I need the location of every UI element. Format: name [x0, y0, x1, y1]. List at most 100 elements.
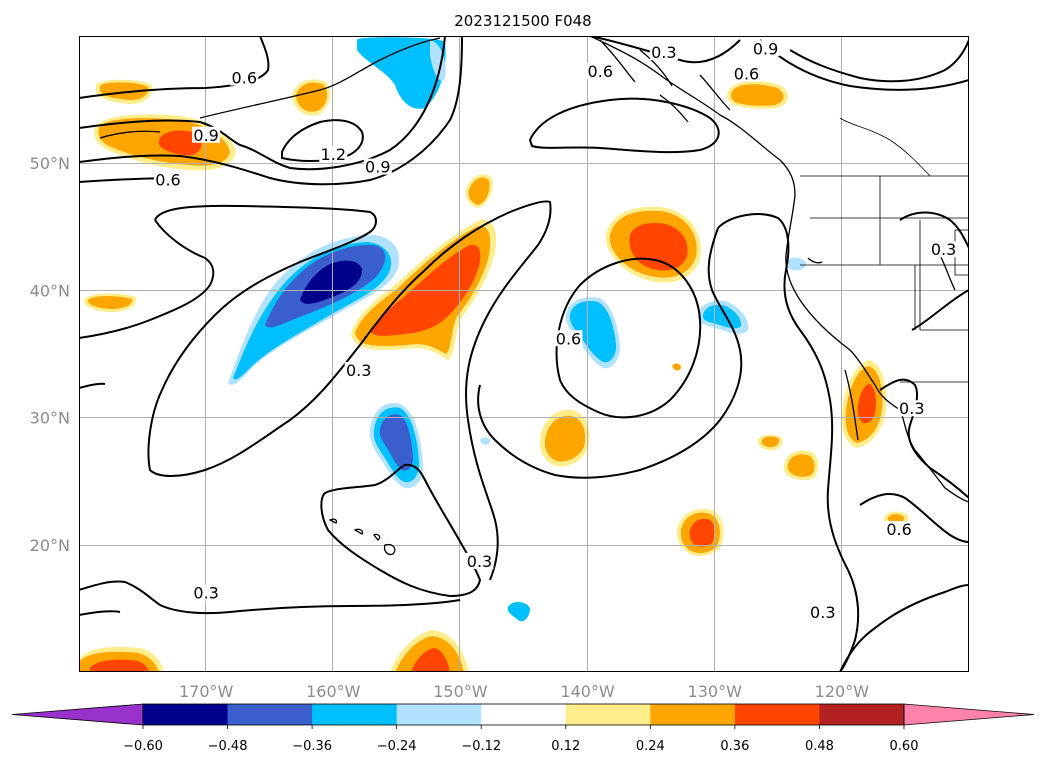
colorbar: −0.60 −0.48 −0.36 −0.24 −0.12 0.12 0.24 0.36 0.4…	[11, 703, 1035, 754]
coastlines	[99, 36, 969, 556]
negative-anomaly-region	[379, 414, 413, 471]
colorbar-segment	[227, 704, 313, 725]
contour-line	[79, 219, 215, 339]
lon-tick-label: 120°W	[815, 682, 870, 701]
contour-label-background	[319, 145, 348, 162]
positive-anomaly-region	[88, 296, 133, 309]
longitude-tick-labels: 170°W 160°W 150°W 140°W 130°W 120°W	[179, 682, 869, 701]
contour-label-background	[192, 584, 221, 601]
contour-line	[79, 382, 106, 389]
contour-line	[79, 36, 446, 171]
contour-lines	[79, 36, 969, 672]
contour-label: 0.3	[810, 603, 835, 622]
contour-label-background	[554, 330, 583, 347]
contour-line	[879, 378, 969, 499]
contour-line	[759, 39, 969, 91]
contour-line	[79, 580, 461, 615]
colorbar-tick-label: −0.12	[461, 739, 501, 754]
contour-label: 0.3	[651, 43, 676, 62]
lon-tick-label: 170°W	[179, 682, 234, 701]
colorbar-segment	[650, 704, 736, 725]
contour-label: 0.6	[232, 69, 257, 88]
contour-label-background	[344, 362, 373, 379]
contour-line	[859, 493, 969, 543]
negative-anomaly-region	[300, 260, 362, 304]
contour-label: 0.6	[556, 329, 581, 348]
contour-label: 0.6	[734, 65, 759, 84]
positive-anomaly-region	[731, 84, 784, 106]
contour-labels: 0.6 0.6 0.9 1.2 0.9 0.3 0.6 0.9 0.6 0.3 0.6 0.3 0.3 0…	[154, 39, 958, 622]
colorbar-segment	[396, 704, 482, 725]
colorbar-segment	[143, 704, 229, 725]
contour-line	[911, 289, 969, 331]
contour-line	[477, 227, 743, 479]
positive-anomaly-region	[410, 648, 450, 672]
contour-line	[320, 463, 482, 598]
colorbar-segment	[819, 704, 905, 725]
lat-tick-label: 50°N	[30, 154, 70, 173]
negative-anomaly-region	[480, 437, 490, 445]
lat-tick-label: 30°N	[30, 409, 70, 428]
contour-label-background	[929, 241, 958, 258]
positive-anomaly-region	[544, 415, 586, 462]
contour-label: 0.3	[899, 399, 924, 418]
contour-label-background	[732, 65, 761, 82]
contour-label: 0.3	[193, 584, 218, 603]
positive-anomaly-region	[90, 659, 150, 672]
contour-line	[79, 610, 121, 616]
colorbar-tick-label: −0.36	[292, 739, 332, 754]
negative-anomaly-region	[785, 257, 807, 271]
contour-line	[789, 39, 969, 83]
contour-label-background	[751, 40, 780, 57]
contour-label-background	[586, 63, 615, 80]
contour-label: 0.6	[886, 520, 911, 539]
colorbar-extend-high	[903, 703, 1035, 726]
map-title: 2023121500 F048	[454, 12, 591, 30]
positive-anomaly-region	[857, 384, 876, 424]
contour-label: 0.3	[467, 552, 492, 571]
colorbar-tick-label: −0.24	[377, 739, 417, 754]
contour-label: 0.9	[193, 126, 218, 145]
colorbar-outline	[142, 703, 905, 726]
contour-label: 1.2	[321, 145, 346, 164]
colorbar-tick-label: −0.48	[208, 739, 248, 754]
contour-label-background	[808, 603, 837, 620]
colorbar-tick-label: 0.12	[551, 739, 580, 754]
negative-anomaly-region	[430, 40, 446, 81]
colorbar-tick-label: 0.24	[636, 739, 665, 754]
lon-tick-label: 160°W	[306, 682, 361, 701]
lat-tick-label: 40°N	[30, 281, 70, 300]
contour-line	[555, 257, 702, 419]
colorbar-segment	[565, 704, 651, 725]
positive-anomaly-region	[100, 82, 149, 100]
colorbar-segment	[734, 704, 820, 725]
political-borders	[800, 117, 969, 383]
lon-tick-label: 150°W	[433, 682, 488, 701]
lat-tick-label: 20°N	[30, 536, 70, 555]
contour-line	[281, 119, 364, 162]
contour-line	[147, 200, 552, 581]
positive-anomaly-region	[761, 436, 780, 448]
contour-line	[528, 97, 720, 154]
colorbar-tick-label: 0.36	[720, 739, 749, 754]
contour-line	[79, 36, 463, 186]
positive-anomaly-region	[158, 130, 202, 156]
contour-label-background	[885, 521, 914, 538]
contour-label-background	[363, 158, 392, 175]
shading-layer	[79, 37, 909, 672]
negative-anomaly-region	[507, 601, 530, 622]
contour-label-background	[897, 400, 926, 417]
colorbar-extend-low	[11, 703, 144, 726]
colorbar-tick-label: 0.48	[805, 739, 834, 754]
contour-line	[839, 584, 969, 672]
contour-label: 0.9	[365, 158, 390, 177]
colorbar-segment	[312, 704, 398, 725]
positive-anomaly-region	[689, 518, 715, 547]
colorbar-tick-label: 0.60	[890, 739, 919, 754]
contour-label-background	[649, 44, 678, 61]
negative-anomaly-region	[569, 301, 617, 363]
contour-label-background	[465, 552, 494, 569]
colorbar-segment	[481, 704, 567, 725]
lon-tick-label: 130°W	[688, 682, 743, 701]
